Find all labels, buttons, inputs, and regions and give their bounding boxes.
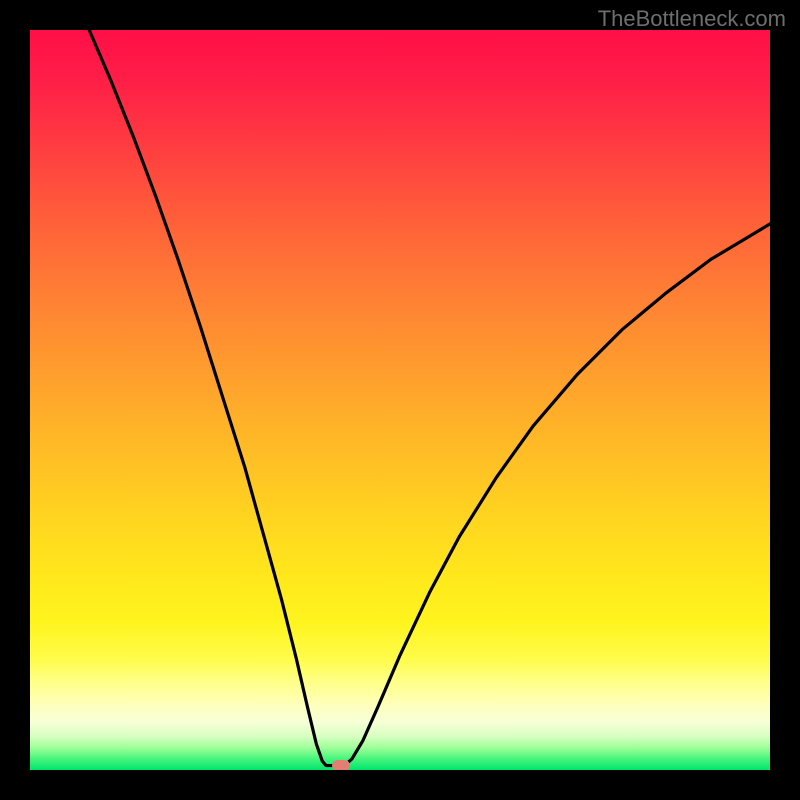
plot-area — [30, 30, 770, 770]
bottleneck-chart: TheBottleneck.com — [0, 0, 800, 800]
bottleneck-curve — [30, 30, 770, 770]
watermark-text: TheBottleneck.com — [598, 6, 786, 32]
optimum-marker — [332, 760, 350, 770]
curve-path — [89, 30, 770, 766]
